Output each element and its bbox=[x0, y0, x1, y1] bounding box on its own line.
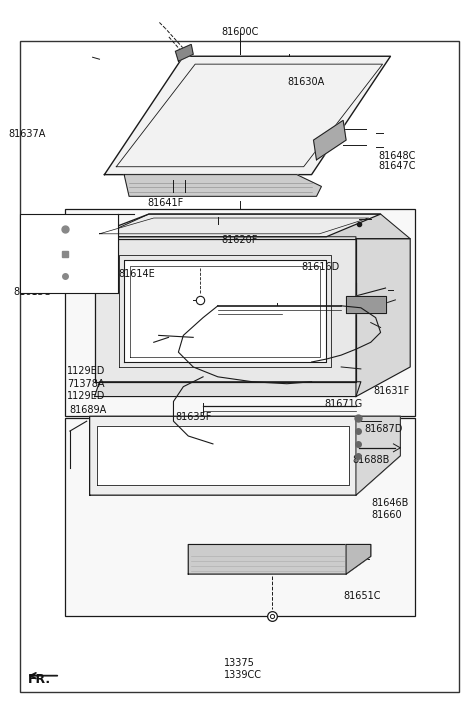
Polygon shape bbox=[95, 382, 361, 396]
Polygon shape bbox=[188, 545, 371, 574]
Text: 1129ED: 1129ED bbox=[66, 391, 105, 401]
Text: 81688B: 81688B bbox=[352, 455, 390, 465]
Text: 81616D: 81616D bbox=[301, 262, 339, 273]
Text: 81689A: 81689A bbox=[69, 405, 106, 415]
Text: 81687D: 81687D bbox=[364, 425, 403, 435]
Bar bbox=[65, 209, 415, 417]
Text: 81614E: 81614E bbox=[118, 269, 155, 279]
Polygon shape bbox=[95, 238, 356, 382]
Polygon shape bbox=[90, 417, 400, 495]
Polygon shape bbox=[90, 214, 380, 237]
Polygon shape bbox=[356, 238, 410, 396]
Text: 81620F: 81620F bbox=[222, 235, 258, 245]
Bar bbox=[19, 214, 118, 293]
Text: 1339CC: 1339CC bbox=[224, 670, 262, 680]
Text: 1129ED: 1129ED bbox=[66, 366, 105, 376]
Polygon shape bbox=[356, 417, 400, 495]
Polygon shape bbox=[175, 44, 193, 61]
Text: 81637A: 81637A bbox=[8, 129, 46, 139]
Text: 81635F: 81635F bbox=[175, 412, 211, 422]
Text: 81660: 81660 bbox=[371, 510, 402, 520]
Polygon shape bbox=[346, 296, 386, 313]
Text: 81641F: 81641F bbox=[147, 198, 183, 208]
Text: 81613C: 81613C bbox=[13, 286, 50, 297]
Text: 81671G: 81671G bbox=[324, 399, 362, 409]
Polygon shape bbox=[95, 214, 410, 238]
Text: 81646B: 81646B bbox=[371, 498, 408, 508]
Text: 13375: 13375 bbox=[224, 658, 255, 668]
Text: 81631F: 81631F bbox=[373, 386, 410, 395]
Text: 81647C: 81647C bbox=[378, 161, 416, 172]
Polygon shape bbox=[346, 545, 371, 574]
Polygon shape bbox=[104, 56, 390, 174]
Text: 81648C: 81648C bbox=[378, 150, 416, 161]
Text: 81630A: 81630A bbox=[287, 76, 324, 87]
Polygon shape bbox=[124, 174, 322, 196]
Text: 81651C: 81651C bbox=[343, 591, 380, 601]
Text: 71378A: 71378A bbox=[66, 379, 104, 388]
Polygon shape bbox=[314, 121, 346, 160]
Text: 81600C: 81600C bbox=[221, 27, 259, 37]
Polygon shape bbox=[96, 426, 349, 486]
Polygon shape bbox=[124, 260, 326, 362]
Text: FR.: FR. bbox=[28, 672, 51, 686]
Bar bbox=[65, 418, 415, 616]
